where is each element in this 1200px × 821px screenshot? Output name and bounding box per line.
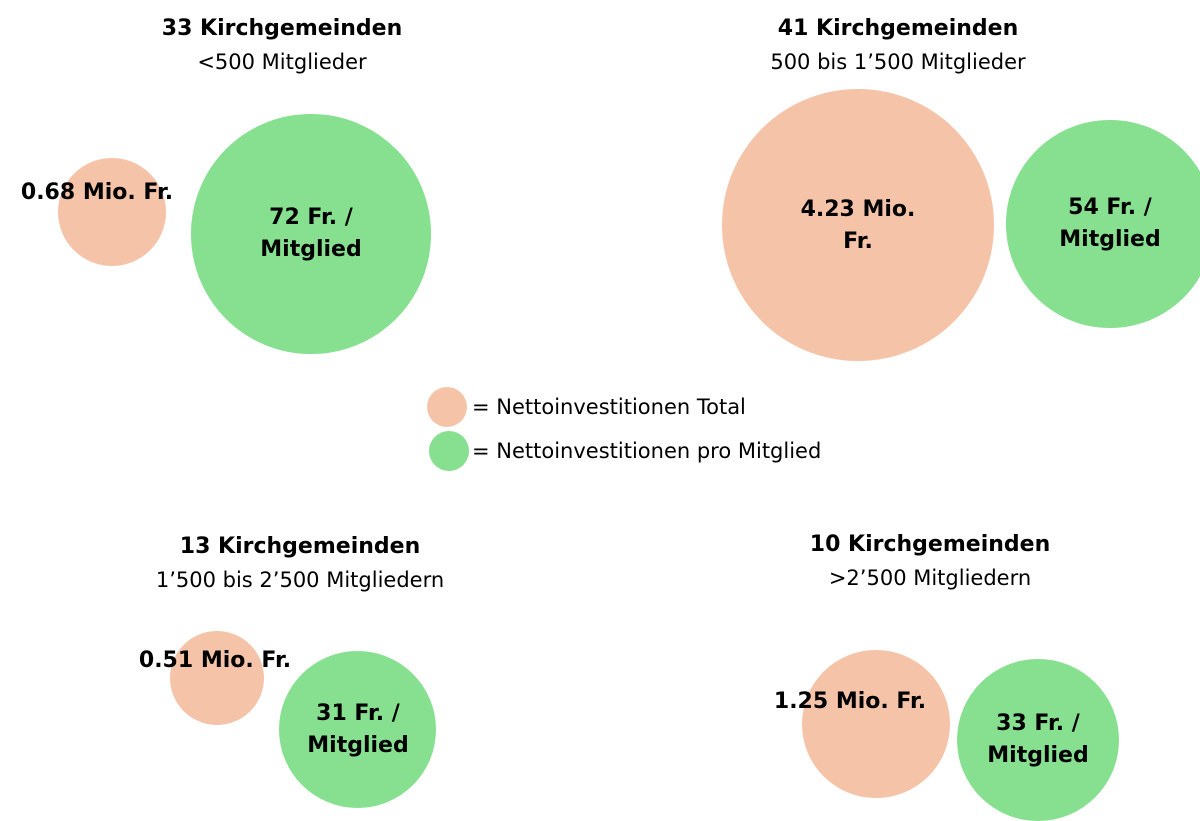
total-label: 0.51 Mio. Fr. <box>138 648 292 673</box>
per-member-bubble <box>279 651 437 809</box>
per-member-label: 33 Fr. / Mitglied <box>987 711 1089 768</box>
group-subtitle: 500 bis 1’500 Mitglieder <box>770 50 1026 74</box>
legend-swatch <box>429 431 469 471</box>
group-subtitle: 1’500 bis 2’500 Mitgliedern <box>155 568 445 592</box>
total-label: 0.68 Mio. Fr. <box>20 180 174 205</box>
group-subtitle: >2’500 Mitgliedern <box>828 566 1032 590</box>
per-member-bubble <box>191 114 431 354</box>
group-title: 41 Kirchgemeinden <box>777 16 1019 41</box>
total-bubble <box>57 157 167 267</box>
group-title: 10 Kirchgemeinden <box>809 532 1051 557</box>
legend-swatch <box>427 387 467 427</box>
per-member-label: 54 Fr. / Mitglied <box>1059 195 1161 252</box>
legend-label: = Nettoinvestitionen pro Mitglied <box>472 439 822 463</box>
total-bubble <box>802 650 950 798</box>
total-bubble <box>722 89 994 361</box>
per-member-bubble <box>1006 120 1200 328</box>
legend-label: = Nettoinvestitionen Total <box>472 395 746 419</box>
per-member-label: 31 Fr. / Mitglied <box>307 701 409 758</box>
group-title: 33 Kirchgemeinden <box>161 16 403 41</box>
group-subtitle: <500 Mitglieder <box>197 50 367 74</box>
total-label: 4.23 Mio. Fr. <box>800 197 916 254</box>
per-member-bubble <box>957 659 1119 821</box>
group-title: 13 Kirchgemeinden <box>179 534 421 559</box>
total-label: 1.25 Mio. Fr. <box>773 689 927 714</box>
per-member-label: 72 Fr. / Mitglied <box>260 205 362 262</box>
total-bubble <box>169 630 265 726</box>
